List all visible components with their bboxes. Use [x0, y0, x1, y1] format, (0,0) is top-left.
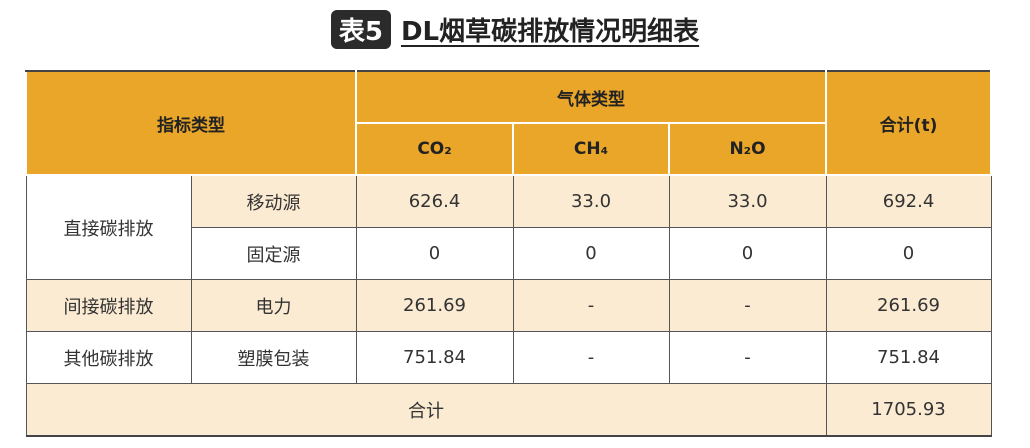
- table-title: DL烟草碳排放情况明细表: [400, 17, 700, 47]
- title-bar: 表5 DL烟草碳排放情况明细表: [0, 10, 1030, 49]
- total-cell: 0: [825, 227, 992, 280]
- total-cell: 751.84: [825, 331, 992, 384]
- footer-label: 合计: [25, 383, 827, 437]
- gas-header: N₂O: [667, 122, 828, 176]
- value-cell: 33.0: [668, 174, 827, 228]
- value-cell: 0: [668, 227, 827, 280]
- value-cell: 33.0: [512, 174, 670, 228]
- value-cell: 0: [355, 227, 514, 280]
- item-cell: 电力: [190, 279, 357, 332]
- footer-total: 1705.93: [825, 383, 992, 437]
- value-cell: -: [512, 279, 670, 332]
- data-row: 其他碳排放 塑膜包装 751.84- -751.84: [25, 331, 992, 384]
- value-cell: -: [512, 331, 670, 384]
- group-cell: 直接碳排放: [25, 174, 192, 280]
- indicator-header: 指标类型: [25, 70, 357, 176]
- item-cell: 塑膜包装: [190, 331, 357, 384]
- gas-group-header: 气体类型: [354, 70, 828, 124]
- value-cell: -: [668, 331, 827, 384]
- table-body: 直接碳排放 移动源 626.4 33.0 33.0 692.4 固定源 0 0 0 0 间接碳排放 电力…: [25, 174, 992, 437]
- total-cell: 692.4: [825, 174, 992, 228]
- header-row: CO₂ CH₄ N₂O: [26, 122, 991, 176]
- total-header: 合计(t): [825, 70, 993, 176]
- header-row: 指标类型 气体类型 合计(t): [25, 70, 993, 176]
- data-row: 直接碳排放 移动源 626.4 33.0 33.0 692.4: [25, 174, 992, 280]
- table-badge: 表5: [330, 10, 391, 49]
- item-cell: 固定源: [190, 227, 357, 280]
- gas-header: CH₄: [512, 122, 670, 176]
- total-cell: 261.69: [825, 279, 992, 332]
- value-cell: 0: [512, 227, 670, 280]
- value-cell: -: [668, 279, 827, 332]
- data-row: 间接碳排放 电力 261.69- -261.69: [25, 279, 992, 332]
- emission-table: 指标类型 气体类型 合计(t) CO₂ CH₄ N₂O 直接碳排放 移动源 626.4 3…: [25, 70, 993, 437]
- group-cell: 其他碳排放: [25, 331, 192, 384]
- gas-header: CO₂: [355, 122, 514, 176]
- value-cell: 751.84: [355, 331, 514, 384]
- value-cell: 626.4: [355, 174, 514, 228]
- data-row: 固定源 0 0 0 0: [26, 227, 992, 280]
- value-cell: 261.69: [355, 279, 514, 332]
- item-cell: 移动源: [190, 174, 357, 228]
- group-cell: 间接碳排放: [25, 279, 192, 332]
- table-head: 指标类型 气体类型 合计(t) CO₂ CH₄ N₂O: [25, 70, 993, 176]
- footer-row: 合计 1705.93: [25, 383, 992, 437]
